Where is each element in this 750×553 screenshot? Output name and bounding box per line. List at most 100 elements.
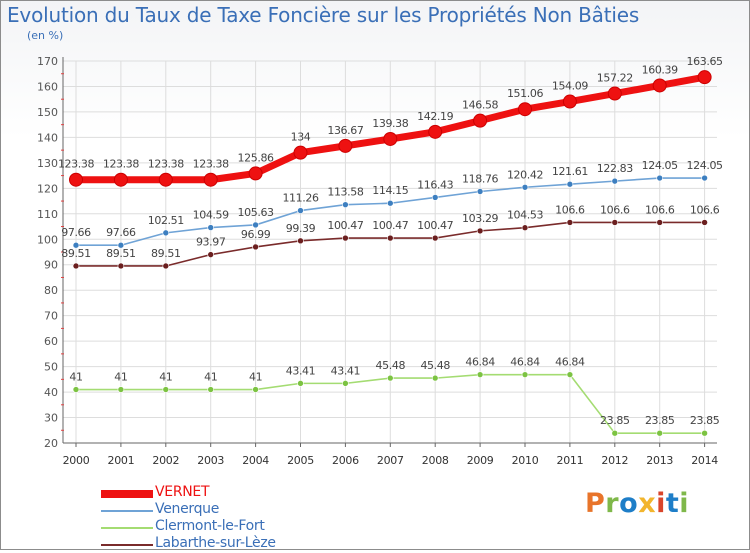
data-label: 123.38 [58, 158, 94, 171]
data-label: 97.66 [106, 226, 136, 239]
data-point [72, 241, 80, 249]
proxiti-logo: Proxiti [585, 488, 689, 519]
data-point [386, 234, 394, 242]
unit-label: (en %) [27, 29, 64, 42]
data-point [207, 251, 214, 258]
data-label: 116.43 [417, 178, 453, 191]
y-tick-label: 60 [44, 335, 58, 348]
y-tick-label: 40 [44, 386, 58, 399]
data-label: 43.41 [286, 364, 316, 377]
axes: 20 30 40 50 60 70 80 90 100 110 120 130 140 150 160 170… [37, 55, 719, 467]
data-point [383, 131, 398, 146]
logo-letter: i [656, 488, 666, 519]
data-point [117, 241, 125, 249]
data-point [207, 386, 214, 393]
data-point [69, 172, 83, 187]
legend-label: VERNET [155, 484, 210, 500]
y-tick-label: 150 [37, 106, 58, 119]
y-tick-label: 120 [37, 182, 58, 195]
series-clermont-le-fort [72, 371, 708, 437]
data-label: 124.05 [687, 159, 723, 172]
x-tick-label: 2004 [242, 454, 269, 467]
data-label: 41 [159, 371, 172, 384]
series-layer [69, 70, 712, 437]
data-point [72, 386, 80, 393]
logo-letter: r [605, 488, 620, 519]
data-label: 41 [114, 371, 127, 384]
data-label: 146.58 [462, 99, 498, 112]
data-label: 123.38 [148, 158, 184, 171]
data-label: 106.6 [645, 203, 675, 216]
logo-letter: t [665, 488, 680, 519]
data-point [428, 124, 443, 139]
data-label: 163.65 [687, 55, 723, 68]
data-point [611, 429, 619, 437]
y-tick-label: 130 [37, 157, 58, 170]
y-tick-label: 110 [37, 208, 58, 221]
series-labarthe-sur-l-ze [72, 219, 708, 270]
data-point [566, 219, 574, 226]
chart-title: Evolution du Taux de Taxe Foncière sur l… [7, 3, 640, 27]
data-point [252, 221, 259, 229]
data-point [386, 199, 394, 207]
data-point [113, 172, 128, 187]
data-label: 113.58 [327, 186, 363, 199]
legend-label: Venerque [155, 501, 220, 517]
data-label: 41 [69, 371, 82, 384]
y-tick-label: 30 [44, 412, 58, 425]
x-tick-label: 2005 [287, 454, 314, 467]
data-label: 103.29 [462, 212, 498, 225]
x-tick-label: 2006 [332, 454, 359, 467]
x-tick-label: 2013 [646, 454, 673, 467]
data-point [203, 172, 218, 187]
data-point [338, 138, 353, 153]
series-venerque [72, 174, 708, 249]
data-label: 23.85 [690, 414, 720, 427]
data-labels: 123.38 123.38 123.38 123.38 125.86 134 136.67 1… [58, 55, 723, 427]
legend-label: Labarthe-sur-Lèze [155, 535, 276, 551]
data-label: 46.84 [510, 356, 540, 369]
data-point [562, 94, 577, 109]
data-label: 23.85 [645, 414, 675, 427]
data-label: 93.97 [196, 236, 226, 249]
data-point [252, 243, 259, 251]
data-point [607, 86, 622, 101]
series-vernet [69, 70, 712, 187]
data-label: 102.51 [148, 214, 184, 227]
legend-swatch [101, 544, 153, 546]
data-point [611, 219, 619, 226]
data-point [521, 224, 529, 232]
x-tick-label: 2008 [422, 454, 449, 467]
x-tick-label: 2009 [467, 454, 494, 467]
data-label: 46.84 [465, 356, 495, 369]
data-label: 105.63 [238, 206, 274, 219]
data-label: 120.42 [507, 168, 543, 181]
data-label: 106.6 [690, 203, 720, 216]
data-label: 121.61 [552, 165, 588, 178]
data-label: 142.19 [417, 110, 453, 123]
data-label: 134 [291, 131, 311, 144]
data-point [697, 70, 712, 85]
y-tick-label: 80 [44, 284, 58, 297]
data-point [656, 219, 664, 226]
data-label: 100.47 [372, 219, 408, 232]
data-label: 96.99 [241, 228, 271, 241]
x-tick-label: 2002 [152, 454, 179, 467]
data-point [701, 174, 708, 182]
data-label: 123.38 [193, 158, 229, 171]
data-point [297, 380, 304, 387]
x-tick-label: 2000 [63, 454, 90, 467]
data-label: 99.39 [286, 222, 316, 235]
data-point [611, 177, 619, 185]
data-point [431, 234, 439, 242]
data-point [521, 183, 529, 191]
x-tick-label: 2003 [197, 454, 224, 467]
data-label: 46.84 [555, 356, 585, 369]
x-tick-label: 2007 [377, 454, 404, 467]
data-point [521, 371, 529, 378]
data-label: 160.39 [642, 63, 678, 76]
data-point [117, 386, 125, 393]
data-label: 111.26 [282, 192, 318, 205]
data-point [248, 166, 263, 181]
